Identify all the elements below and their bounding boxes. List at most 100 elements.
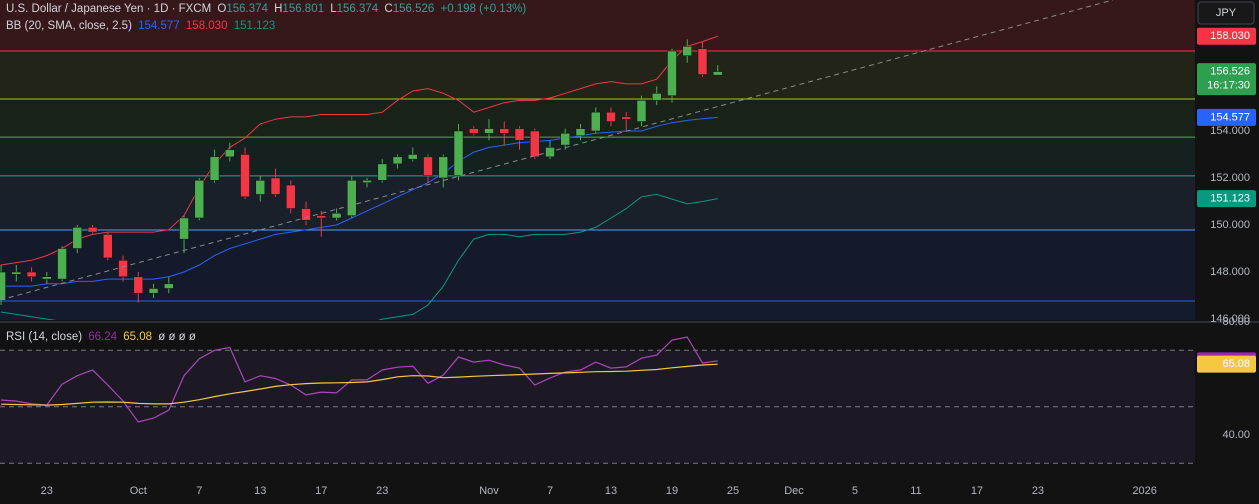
x-tick-label: 7: [547, 485, 553, 497]
level-band: [0, 229, 1195, 301]
level-band: [0, 300, 1195, 320]
x-tick-label: Dec: [784, 485, 804, 497]
candle-body: [621, 116, 631, 120]
price-label-sub: 16:17:30: [1207, 79, 1250, 91]
l-label: L: [330, 3, 337, 15]
candle-body: [377, 163, 388, 181]
currency: JPY: [1216, 7, 1237, 19]
candle-body: [438, 156, 449, 179]
h-label: H: [274, 3, 283, 15]
x-tick-label: Oct: [130, 485, 147, 497]
rsi-ma-value: 65.08: [123, 331, 153, 343]
candle-body: [560, 133, 571, 146]
candle-body: [72, 227, 83, 249]
close-value: 156.526: [392, 3, 435, 15]
price-label: 151.123: [1210, 193, 1250, 205]
symbol: U.S. Dollar / Japanese Yen · 1D · FXCM: [6, 3, 212, 15]
band-line: [1, 193, 718, 320]
candle-body: [179, 217, 189, 240]
candle-body: [530, 130, 540, 158]
candle-body: [408, 154, 418, 160]
high-value: 156.801: [282, 3, 324, 15]
open-value: 156.374: [226, 3, 268, 15]
x-tick-label: 17: [315, 485, 327, 497]
price-pane: [0, 0, 1195, 320]
x-tick-label: 7: [196, 485, 202, 497]
candle-body: [148, 288, 159, 294]
rsi-legend: RSI (14, close) 66.24 65.08 ø ø ø ø: [6, 331, 199, 343]
candle-body: [423, 156, 433, 176]
rsi-extra: ø ø ø ø: [158, 331, 196, 343]
y-tick-label: 148.000: [1210, 266, 1250, 278]
candle-body: [362, 180, 372, 183]
x-tick-label: 5: [852, 485, 858, 497]
candle-body: [347, 180, 357, 216]
candle-body: [651, 93, 662, 101]
low-value: 156.374: [336, 3, 379, 15]
candle-body: [469, 128, 479, 134]
x-tick-label: 2026: [1132, 485, 1156, 497]
change: +0.198 (+0.13%): [440, 3, 527, 15]
candle-body: [606, 111, 616, 122]
bb-legend: BB (20, SMA, close, 2.5) 154.577 158.030…: [6, 20, 278, 32]
candle-body: [270, 177, 281, 195]
candle-body: [499, 128, 510, 134]
candle-body: [636, 100, 647, 122]
candle-body: [103, 234, 113, 259]
candle-body: [209, 156, 220, 181]
price-label-box: [1197, 108, 1256, 126]
candle-body: [331, 213, 342, 219]
candle-body: [712, 71, 723, 76]
candle-body: [225, 149, 235, 158]
y-tick-label: 150.000: [1210, 219, 1250, 231]
candle-body: [42, 276, 52, 280]
candle-body: [194, 180, 205, 219]
level-band: [0, 137, 1195, 176]
bb-title: BB (20, SMA, close, 2.5): [6, 20, 132, 32]
bb-upper: 158.030: [185, 20, 228, 32]
x-tick-label: 25: [727, 485, 739, 497]
candle-body: [118, 260, 128, 277]
rsi-value: 66.24: [88, 331, 118, 343]
candle-body: [453, 130, 464, 176]
x-tick-label: 11: [910, 485, 921, 497]
candle-body: [240, 154, 250, 198]
candle-body: [316, 215, 327, 219]
x-tick-label: 13: [254, 485, 266, 497]
candle-body: [682, 46, 692, 56]
price-label-box: [1197, 63, 1256, 96]
bb-lower: 151.123: [233, 20, 276, 32]
price-label-box: [1197, 190, 1256, 208]
price-label: 65.08: [1222, 358, 1250, 370]
candle-body: [484, 128, 494, 134]
price-label-box: [1197, 355, 1256, 373]
level-band: [0, 51, 1195, 99]
candle-body: [575, 128, 586, 136]
candle-body: [164, 283, 174, 289]
candle-body: [301, 208, 311, 221]
x-tick-label: Nov: [479, 485, 499, 497]
x-tick-label: 13: [605, 485, 617, 497]
y-tick-label: 154.000: [1210, 125, 1250, 137]
y-tick-label: 80.00: [1222, 316, 1250, 328]
price-label: 156.526: [1210, 65, 1250, 77]
c-label: C: [384, 3, 393, 15]
band-line: [1, 35, 718, 266]
candle-body: [286, 184, 296, 209]
scales: 146.000 148.000 150.000 152.000 154.000 158.0…: [41, 27, 1256, 497]
y-tick-label: 152.000: [1210, 172, 1250, 184]
bb-basis: 154.577: [138, 20, 180, 32]
candle-body: [57, 248, 67, 280]
o-label: O: [217, 3, 227, 15]
currency-box[interactable]: [1197, 1, 1255, 25]
y-tick-label: 146.000: [1210, 313, 1250, 325]
rsi-line: [1, 336, 718, 423]
candle-body: [255, 180, 266, 195]
rsi-line: [1, 363, 718, 406]
candle-body: [392, 156, 403, 165]
candle-body: [26, 271, 37, 277]
candle-body: [133, 276, 144, 294]
x-tick-label: 19: [666, 485, 678, 497]
candle-body: [514, 128, 525, 141]
x-tick-label: 23: [1032, 485, 1044, 497]
